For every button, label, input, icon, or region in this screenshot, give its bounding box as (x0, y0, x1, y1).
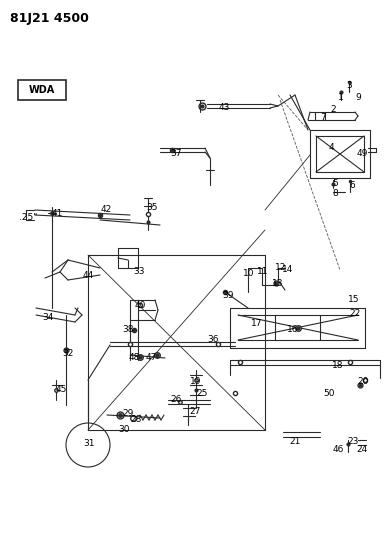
Text: 40: 40 (134, 302, 146, 311)
Text: 43: 43 (218, 102, 230, 111)
Text: 7: 7 (320, 114, 326, 123)
Text: 45: 45 (55, 385, 67, 394)
Text: 8: 8 (332, 189, 338, 198)
Text: WDA: WDA (29, 85, 55, 95)
Text: 21: 21 (289, 438, 301, 447)
Text: 12: 12 (275, 263, 287, 272)
Text: 32: 32 (62, 349, 74, 358)
Text: .25": .25" (19, 214, 37, 222)
Text: 47: 47 (145, 353, 157, 362)
Text: 3: 3 (346, 82, 352, 91)
Text: 5: 5 (332, 179, 338, 188)
Text: 46: 46 (332, 445, 344, 454)
Text: 22: 22 (349, 310, 361, 319)
Text: 15: 15 (348, 295, 360, 304)
Text: 37: 37 (170, 149, 182, 157)
Text: 17: 17 (251, 319, 263, 327)
Text: 1: 1 (338, 93, 344, 101)
Text: 48: 48 (128, 353, 140, 362)
Text: 20: 20 (357, 377, 369, 386)
Text: 26: 26 (170, 394, 182, 403)
Text: 27: 27 (189, 408, 201, 416)
Text: 44: 44 (82, 271, 94, 279)
Text: 13: 13 (272, 279, 284, 287)
Text: 38: 38 (122, 326, 134, 335)
Text: 42: 42 (100, 206, 112, 214)
Text: 10: 10 (243, 269, 255, 278)
Text: 31: 31 (83, 439, 95, 448)
Text: 16: 16 (287, 326, 299, 335)
Text: 4: 4 (328, 143, 334, 152)
Text: 41: 41 (51, 208, 63, 217)
Text: 23: 23 (347, 437, 359, 446)
Text: 39: 39 (222, 292, 234, 301)
Text: 50: 50 (323, 389, 335, 398)
Text: 14: 14 (282, 265, 294, 274)
Text: 35: 35 (146, 203, 158, 212)
Text: 25: 25 (196, 389, 208, 398)
Bar (18, 80, 66, 100)
Text: 30: 30 (118, 425, 130, 434)
Text: 19: 19 (190, 377, 202, 386)
Text: 18: 18 (332, 361, 344, 370)
Text: 11: 11 (257, 268, 269, 277)
Text: 49: 49 (356, 149, 368, 157)
Text: 2: 2 (330, 104, 336, 114)
Text: 33: 33 (133, 268, 145, 277)
Text: 24: 24 (356, 445, 368, 454)
Text: 34: 34 (42, 313, 54, 322)
Text: 28: 28 (130, 416, 142, 424)
Text: 29: 29 (122, 408, 134, 417)
Text: 81J21 4500: 81J21 4500 (10, 12, 89, 25)
Text: 36: 36 (207, 335, 219, 344)
Text: 9: 9 (355, 93, 361, 101)
Text: 6: 6 (349, 181, 355, 190)
